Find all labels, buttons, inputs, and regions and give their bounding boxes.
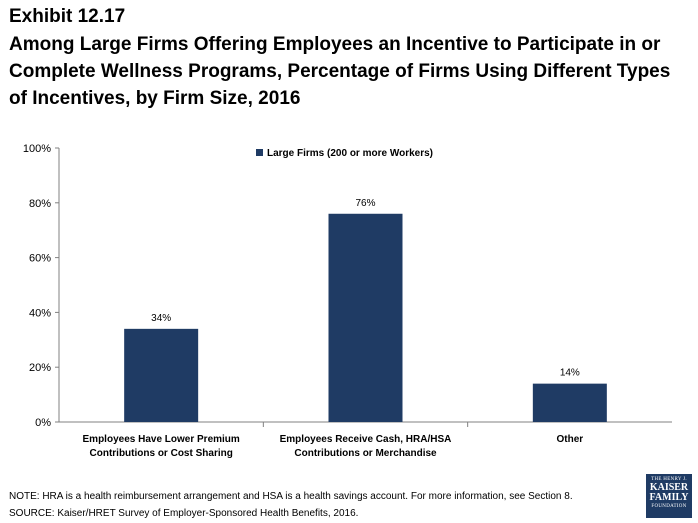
data-label: 76% xyxy=(355,198,375,209)
y-tick-label: 0% xyxy=(35,417,51,429)
category-label: Employees Receive Cash, HRA/HSA xyxy=(280,434,452,445)
bar-chart: 0% 20% 40% 60% 80% 100% 34% Employees Have Lowe… xyxy=(23,143,672,459)
category-label: Contributions or Merchandise xyxy=(294,448,437,459)
bar xyxy=(124,328,199,422)
logo-line-3: FAMILY xyxy=(649,492,689,503)
category-label: Contributions or Cost Sharing xyxy=(90,448,233,459)
category-label: Other xyxy=(556,434,583,445)
kff-logo: THE HENRY J. KAISER FAMILY FOUNDATION xyxy=(646,474,692,518)
legend-label: Large Firms (200 or more Workers) xyxy=(267,148,433,159)
data-label: 34% xyxy=(151,313,171,324)
logo-line-4: FOUNDATION xyxy=(651,504,687,509)
logo-line-1: THE HENRY J. xyxy=(651,477,687,482)
logo-line-2: KAISER xyxy=(649,482,689,493)
y-tick-label: 100% xyxy=(23,143,51,155)
y-tick-label: 20% xyxy=(29,362,51,374)
source-note: SOURCE: Kaiser/HRET Survey of Employer-S… xyxy=(9,508,359,519)
y-tick-label: 40% xyxy=(29,307,51,319)
category-label: Employees Have Lower Premium xyxy=(83,434,240,445)
footnote: NOTE: HRA is a health reimbursement arra… xyxy=(9,491,573,502)
bar xyxy=(328,213,403,422)
y-tick-label: 60% xyxy=(29,253,51,265)
bar xyxy=(532,383,607,422)
data-label: 14% xyxy=(560,368,580,379)
y-tick-label: 80% xyxy=(29,198,51,210)
chart-title: Among Large Firms Offering Employees an … xyxy=(9,34,671,109)
legend-swatch xyxy=(256,149,263,156)
exhibit-number: Exhibit 12.17 xyxy=(9,6,126,27)
